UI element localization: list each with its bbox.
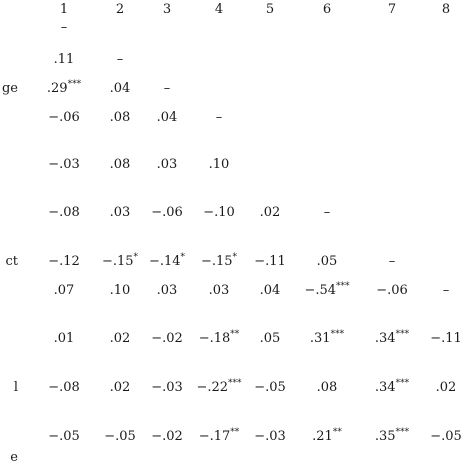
table-cell: .29*** [46, 79, 82, 96]
table-cell: – [388, 254, 396, 269]
table-cell: .11 [53, 52, 75, 67]
column-header-6: 6 [322, 2, 332, 17]
table-cell: −.17** [198, 427, 240, 444]
table-cell: .34*** [374, 378, 410, 395]
table-cell: .02 [435, 380, 457, 395]
table-cell: .04 [109, 81, 131, 96]
table-cell: −.08 [48, 205, 80, 220]
table-cell: – [323, 205, 331, 220]
column-header-7: 7 [387, 2, 397, 17]
table-cell: .05 [316, 254, 338, 269]
table-cell: .03 [156, 157, 178, 172]
table-cell: .35*** [374, 427, 410, 444]
table-cell: −.11 [430, 331, 462, 346]
table-cell: .34*** [374, 329, 410, 346]
table-cell: .07 [53, 283, 75, 298]
table-cell: .08 [316, 380, 338, 395]
table-cell: .02 [109, 380, 131, 395]
column-header-5: 5 [265, 2, 275, 17]
table-cell: −.10 [203, 205, 235, 220]
table-cell: −.18** [198, 329, 240, 346]
table-cell: .01 [53, 331, 75, 346]
table-cell: .08 [109, 157, 131, 172]
column-header-1: 1 [59, 2, 69, 17]
table-cell: −.02 [151, 331, 183, 346]
table-cell: – [163, 81, 171, 96]
table-cell: .10 [208, 157, 230, 172]
row-label-10: l [13, 380, 18, 395]
table-cell: .21** [312, 427, 342, 444]
table-cell: – [60, 20, 68, 35]
column-header-8: 8 [441, 2, 451, 17]
table-cell: .04 [259, 283, 281, 298]
table-cell: −.02 [151, 429, 183, 444]
table-cell: −.22*** [196, 378, 242, 395]
row-label-7: ct [5, 254, 18, 269]
table-cell: −.15* [200, 252, 238, 269]
row-label-12: e [10, 450, 18, 465]
table-cell: −.12 [48, 254, 80, 269]
table-cell: .02 [259, 205, 281, 220]
table-cell: – [215, 110, 223, 125]
table-cell: .10 [109, 283, 131, 298]
row-label-3: ge [1, 81, 18, 96]
table-cell: .04 [156, 110, 178, 125]
table-cell: −.14* [148, 252, 186, 269]
table-cell: .02 [109, 331, 131, 346]
table-cell: −.06 [376, 283, 408, 298]
table-cell: .05 [259, 331, 281, 346]
table-cell: .08 [109, 110, 131, 125]
table-cell: −.08 [48, 380, 80, 395]
table-cell: .03 [156, 283, 178, 298]
table-cell: −.06 [151, 205, 183, 220]
table-cell: – [442, 283, 450, 298]
table-cell: .31*** [309, 329, 345, 346]
table-cell: −.05 [430, 429, 462, 444]
table-cell: −.05 [48, 429, 80, 444]
table-cell: – [116, 52, 124, 67]
table-cell: −.15* [101, 252, 139, 269]
table-cell: −.54*** [304, 281, 350, 298]
table-cell: −.06 [48, 110, 80, 125]
table-cell: −.03 [254, 429, 286, 444]
table-cell: −.05 [104, 429, 136, 444]
table-cell: .03 [109, 205, 131, 220]
table-cell: −.03 [151, 380, 183, 395]
column-header-4: 4 [214, 2, 224, 17]
table-cell: −.11 [254, 254, 286, 269]
table-cell: .03 [208, 283, 230, 298]
table-cell: −.05 [254, 380, 286, 395]
column-header-3: 3 [162, 2, 172, 17]
column-header-2: 2 [115, 2, 125, 17]
table-cell: −.03 [48, 157, 80, 172]
